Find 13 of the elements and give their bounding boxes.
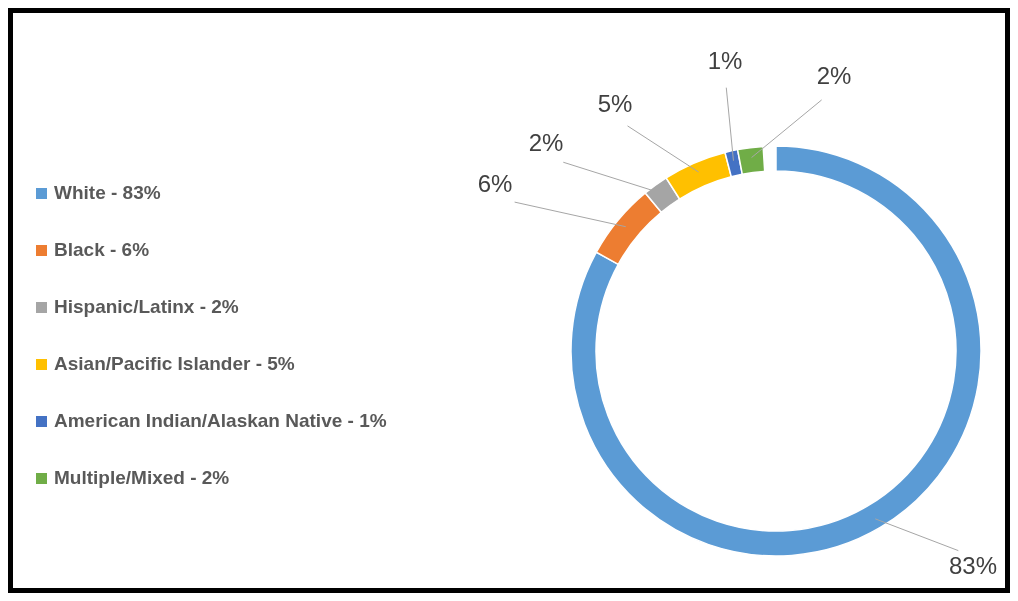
donut-slice xyxy=(570,145,982,557)
legend-label: Hispanic/Latinx - 2% xyxy=(54,296,239,318)
legend-label: American Indian/Alaskan Native - 1% xyxy=(54,410,387,432)
data-label: 1% xyxy=(707,47,743,75)
data-label: 5% xyxy=(597,90,633,118)
data-label: 83% xyxy=(948,552,998,580)
legend-label: Multiple/Mixed - 2% xyxy=(54,467,230,489)
legend-label: White - 83% xyxy=(54,182,161,204)
legend-label: Asian/Pacific Islander - 5% xyxy=(54,353,295,375)
legend-label: Black - 6% xyxy=(54,239,150,261)
data-label: 6% xyxy=(477,170,513,198)
data-label: 2% xyxy=(528,129,564,157)
data-label: 2% xyxy=(816,62,852,90)
